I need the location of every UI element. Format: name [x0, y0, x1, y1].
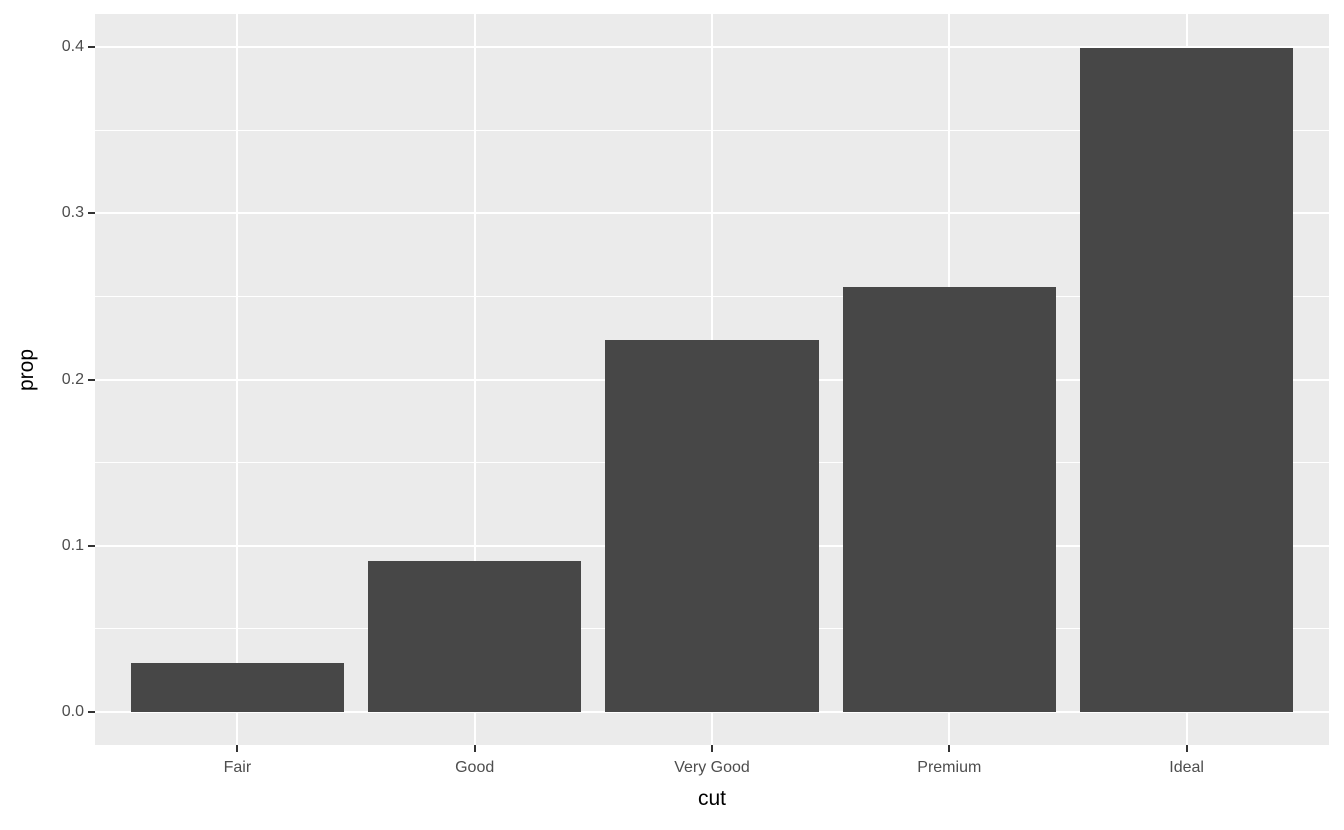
bar-good	[367, 560, 582, 712]
bar-fair	[130, 662, 345, 712]
x-axis-title: cut	[697, 787, 726, 810]
x-axis-tick	[711, 745, 713, 752]
bar-very-good	[605, 339, 819, 712]
x-axis-tick	[236, 745, 239, 752]
y-tick-label: 0.4	[61, 38, 84, 56]
gridline-major-vertical	[473, 14, 476, 745]
y-axis-tick	[88, 710, 95, 713]
gridline-major-vertical	[236, 14, 239, 745]
plot-panel	[95, 14, 1329, 745]
x-axis-tick	[473, 745, 476, 752]
x-tick-label: Ideal	[1169, 759, 1204, 776]
y-tick-label: 0.0	[61, 702, 84, 720]
x-axis-tick	[1185, 745, 1188, 752]
y-axis-tick	[88, 378, 95, 381]
x-axis-tick	[948, 745, 951, 752]
x-tick-label: Fair	[223, 759, 252, 776]
y-axis-tick	[88, 46, 95, 49]
y-axis-tick	[88, 212, 95, 215]
bar-premium	[842, 286, 1057, 712]
y-axis-title: prop	[15, 348, 38, 391]
y-axis-tick	[88, 544, 95, 547]
y-tick-label: 0.3	[61, 204, 84, 222]
bar-ideal	[1079, 48, 1294, 712]
x-tick-label: Good	[455, 759, 495, 776]
x-tick-label: Very Good	[674, 759, 750, 776]
x-tick-label: Premium	[917, 759, 982, 776]
y-tick-label: 0.2	[61, 370, 84, 388]
y-tick-label: 0.1	[61, 536, 84, 554]
